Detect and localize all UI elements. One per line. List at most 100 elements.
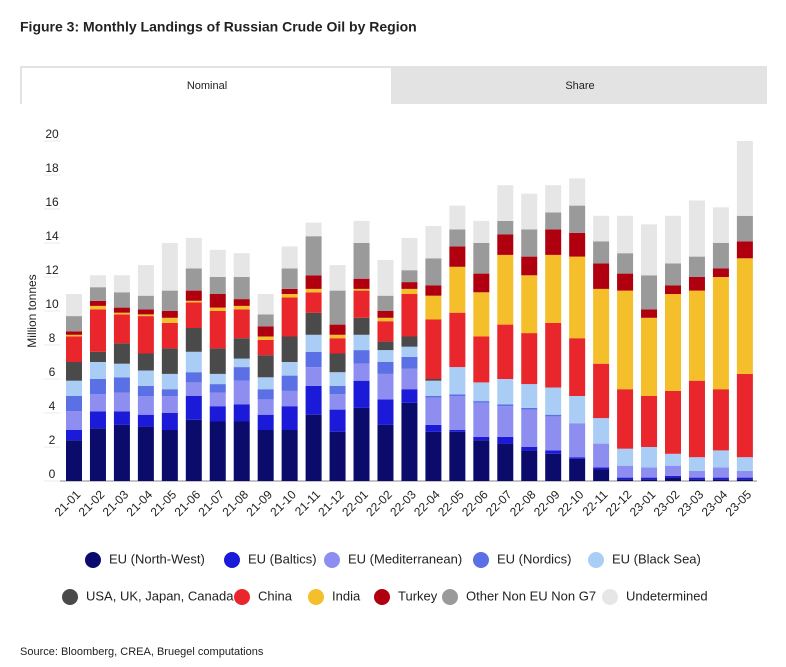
bar-segment bbox=[377, 399, 394, 425]
bar-segment bbox=[281, 430, 298, 481]
bar-segment bbox=[113, 343, 130, 364]
y-tick-label: 8 bbox=[49, 331, 56, 345]
bar-segment bbox=[449, 246, 466, 267]
bar-segment bbox=[497, 404, 514, 407]
bar-segment bbox=[401, 368, 418, 390]
bar-segment bbox=[137, 314, 154, 317]
bar-segment bbox=[329, 290, 346, 325]
bar-segment bbox=[89, 305, 106, 310]
bar-segment bbox=[305, 292, 322, 313]
bar-segment bbox=[521, 333, 538, 385]
bar-segment bbox=[233, 367, 250, 381]
bar-segment bbox=[569, 338, 586, 396]
bar-segment bbox=[641, 396, 658, 447]
bar-segment bbox=[281, 246, 298, 269]
y-tick-label: 10 bbox=[45, 297, 59, 311]
bar-segment bbox=[545, 387, 562, 415]
bar-segment bbox=[113, 411, 130, 425]
bar-segment bbox=[113, 392, 130, 412]
bar-segment bbox=[449, 430, 466, 432]
y-tick-label: 12 bbox=[45, 263, 59, 277]
y-tick-label: 14 bbox=[45, 229, 59, 243]
legend-label: China bbox=[258, 588, 293, 603]
bar-segment bbox=[617, 253, 634, 274]
bar-segment bbox=[712, 477, 729, 480]
bar-segment bbox=[185, 328, 202, 352]
x-tick-label: 22-04 bbox=[411, 487, 443, 519]
bar-segment bbox=[497, 379, 514, 405]
bar-segment bbox=[257, 430, 274, 481]
bar-segment bbox=[688, 277, 705, 291]
bar-segment bbox=[736, 141, 753, 216]
tab[interactable]: Share bbox=[565, 80, 594, 92]
bar-segment bbox=[569, 178, 586, 206]
bar-segment bbox=[473, 220, 490, 243]
tab[interactable]: Nominal bbox=[187, 80, 227, 92]
bar-segment bbox=[377, 295, 394, 311]
bar-segment bbox=[473, 336, 490, 383]
bar-segment bbox=[736, 373, 753, 458]
bar-segment bbox=[736, 215, 753, 242]
bar-segment bbox=[233, 338, 250, 359]
legend-label: USA, UK, Japan, Canada bbox=[86, 588, 234, 603]
bar-segment bbox=[401, 288, 418, 294]
bar-segment bbox=[665, 475, 681, 478]
bar-segment bbox=[521, 447, 538, 451]
bar-segment bbox=[641, 224, 658, 276]
x-tick-label: 22-05 bbox=[435, 487, 467, 519]
bar-segment bbox=[712, 450, 729, 468]
bar-segment bbox=[665, 263, 681, 286]
bar-segment bbox=[545, 450, 562, 454]
bar-segment bbox=[736, 479, 753, 481]
bar-segment bbox=[353, 278, 370, 289]
bar-segment bbox=[353, 380, 370, 408]
bar-segment bbox=[233, 277, 250, 300]
tab-active[interactable] bbox=[22, 68, 391, 104]
bar-segment bbox=[425, 396, 442, 398]
bar-segment bbox=[617, 290, 634, 390]
bar-segment bbox=[209, 406, 226, 422]
bar-segment bbox=[353, 290, 370, 318]
bar-segment bbox=[712, 389, 729, 451]
bar-segment bbox=[161, 389, 178, 396]
bar-segment bbox=[593, 418, 610, 444]
bar-segment bbox=[66, 396, 82, 412]
bar-segment bbox=[665, 453, 681, 466]
bar-segment bbox=[377, 350, 394, 362]
bar-segment bbox=[688, 200, 705, 257]
x-tick-label: 21-07 bbox=[196, 487, 228, 519]
bar-segment bbox=[593, 363, 610, 419]
bar-segment bbox=[113, 424, 130, 481]
x-tick-label: 21-04 bbox=[124, 487, 156, 519]
legend-swatch bbox=[602, 589, 618, 605]
y-tick-label: 4 bbox=[49, 399, 56, 413]
bar-segment bbox=[641, 309, 658, 318]
bar-segment bbox=[401, 294, 418, 337]
bar-segment bbox=[593, 288, 610, 364]
bar-segment bbox=[521, 275, 538, 334]
x-tick-label: 21-02 bbox=[76, 487, 108, 519]
bar-segment bbox=[545, 322, 562, 388]
legend-label: India bbox=[332, 588, 361, 603]
bar-segment bbox=[736, 457, 753, 471]
bar-segment bbox=[281, 362, 298, 376]
bar-segment bbox=[425, 424, 442, 432]
bar-segment bbox=[712, 207, 729, 243]
bar-segment bbox=[329, 353, 346, 373]
bar-segment bbox=[521, 407, 538, 410]
bar-segment bbox=[401, 346, 418, 357]
bar-segment bbox=[257, 339, 274, 356]
bar-segment bbox=[89, 379, 106, 395]
x-tick-label: 23-01 bbox=[627, 487, 659, 519]
bar-segment bbox=[209, 249, 226, 277]
bar-segment bbox=[66, 294, 82, 317]
bar-segment bbox=[545, 229, 562, 255]
bar-segment bbox=[545, 416, 562, 451]
bar-segment bbox=[185, 237, 202, 269]
bar-segment bbox=[233, 309, 250, 339]
bar-segment bbox=[617, 465, 634, 478]
x-tick-label: 21-08 bbox=[219, 487, 251, 519]
bar-segment bbox=[736, 477, 753, 480]
bar-segment bbox=[425, 319, 442, 379]
